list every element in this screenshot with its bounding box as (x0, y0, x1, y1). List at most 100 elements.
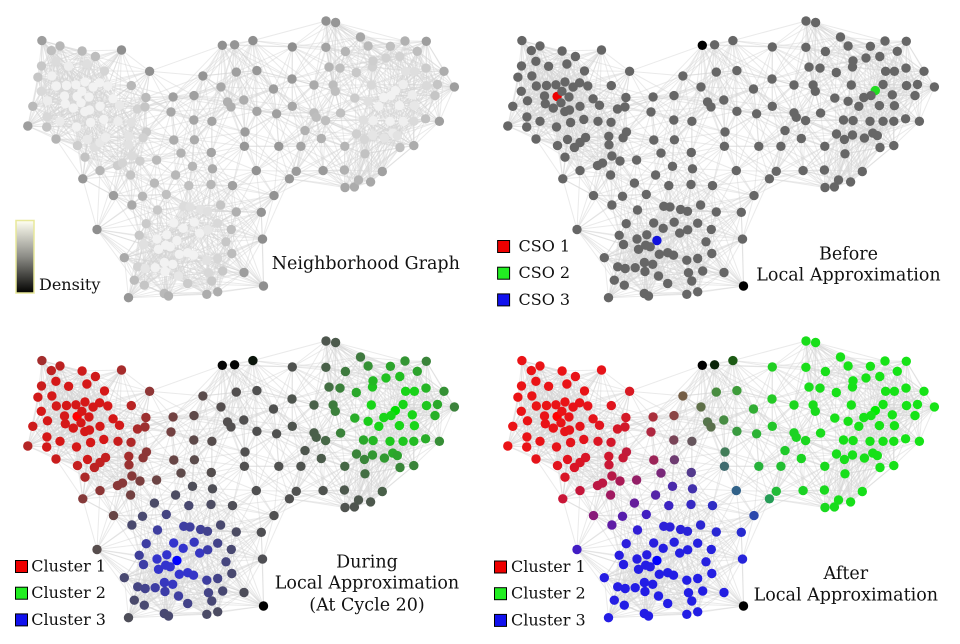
node (890, 421, 899, 430)
node (606, 170, 615, 179)
panel-title-during-local-approximation-line3: (At Cycle 20) (309, 596, 424, 616)
node (832, 68, 841, 77)
node (213, 539, 222, 548)
node (575, 166, 584, 175)
node (880, 36, 889, 45)
node (618, 512, 627, 521)
node (141, 264, 150, 273)
node (204, 268, 213, 277)
node (632, 554, 641, 563)
panel-title-during-local-approximation-line2: Local Approximation (275, 573, 459, 593)
node (707, 249, 716, 258)
node (189, 251, 198, 260)
node (92, 545, 101, 554)
node (772, 167, 781, 176)
node (648, 92, 657, 101)
node (535, 361, 544, 370)
node (575, 486, 584, 495)
node (604, 140, 613, 149)
node (221, 237, 230, 246)
node (621, 264, 630, 273)
node (374, 422, 383, 431)
node (686, 500, 695, 509)
node (164, 611, 173, 620)
node (901, 383, 910, 392)
node (153, 525, 162, 534)
node (646, 427, 655, 436)
node (103, 401, 112, 410)
node (168, 260, 177, 269)
node (865, 117, 874, 126)
node (508, 102, 517, 111)
node (340, 142, 349, 151)
node (707, 569, 716, 578)
node (919, 387, 928, 396)
node (686, 180, 695, 189)
node (669, 91, 678, 100)
node (683, 527, 692, 536)
node (239, 415, 248, 424)
node (195, 548, 204, 557)
node (140, 102, 149, 111)
node (754, 462, 763, 471)
node (675, 228, 684, 237)
node (633, 525, 642, 534)
node (23, 441, 32, 450)
node (832, 129, 841, 138)
node (732, 166, 741, 175)
node (801, 436, 810, 445)
node (142, 539, 151, 548)
node (789, 80, 798, 89)
node (581, 133, 590, 142)
node (615, 231, 624, 240)
node (738, 234, 747, 243)
node (913, 400, 922, 409)
node (620, 601, 629, 610)
node (620, 422, 629, 431)
node (124, 293, 133, 302)
node (830, 93, 839, 102)
node (669, 571, 678, 580)
node (80, 153, 89, 162)
node (153, 205, 162, 214)
node (227, 545, 236, 554)
node (385, 437, 394, 446)
node (47, 46, 56, 55)
node (801, 363, 810, 372)
node (413, 47, 422, 56)
node (890, 101, 899, 110)
node (368, 130, 377, 139)
node (752, 429, 761, 438)
node (109, 191, 118, 200)
node (598, 478, 607, 487)
panel-title-before-local-approximation-line2: Local Approximation (756, 265, 940, 285)
node (318, 166, 327, 175)
node (269, 511, 278, 520)
node (517, 87, 526, 96)
node (115, 421, 124, 430)
node (80, 397, 89, 406)
node (902, 401, 911, 410)
node (77, 46, 86, 55)
node (203, 527, 212, 536)
node (768, 422, 777, 431)
node (171, 490, 180, 499)
node (765, 174, 774, 183)
outlier_2-node (230, 360, 239, 369)
node (646, 107, 655, 116)
node (145, 387, 154, 396)
node (300, 126, 309, 135)
node (52, 81, 61, 90)
panel-title-neighborhood-graph-line1: Neighborhood Graph (272, 254, 460, 274)
node (719, 588, 728, 597)
node (176, 468, 185, 477)
node (189, 411, 198, 420)
node (269, 404, 278, 413)
panel-title-after-local-approximation-line2: Local Approximation (754, 586, 938, 606)
node (135, 231, 144, 240)
node (649, 135, 658, 144)
node (881, 67, 890, 76)
node (166, 427, 175, 436)
node (682, 290, 691, 299)
